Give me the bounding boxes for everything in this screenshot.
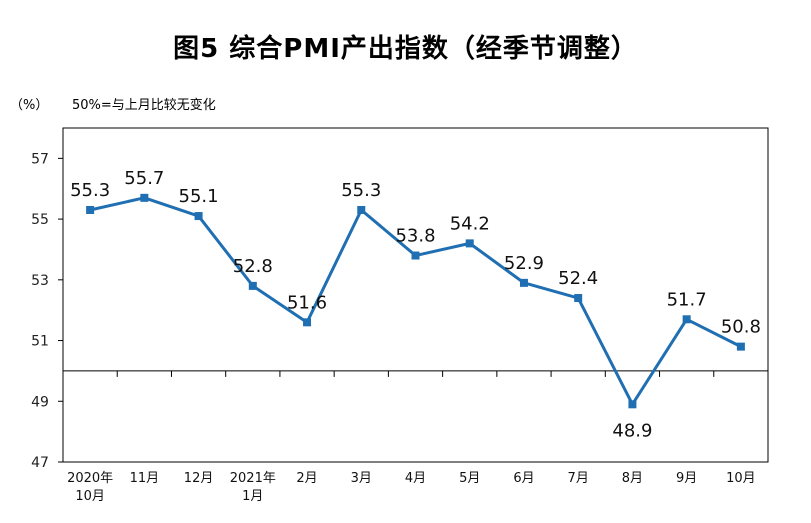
data-point — [465, 239, 474, 248]
y-tick-label: 55 — [31, 212, 49, 228]
data-label: 50.8 — [721, 317, 761, 338]
data-label: 52.8 — [233, 256, 273, 277]
x-tick-label: 11月 — [130, 471, 160, 486]
data-label: 55.7 — [124, 168, 164, 189]
y-tick-label: 47 — [31, 455, 49, 471]
plot-area-border — [62, 127, 769, 463]
data-point — [357, 205, 366, 214]
y-tick-label: 51 — [31, 334, 49, 350]
x-tick-label: 10月 — [726, 471, 756, 486]
data-point — [140, 193, 149, 202]
data-label: 53.8 — [395, 226, 435, 247]
data-label: 48.9 — [612, 420, 652, 441]
data-point — [519, 278, 528, 287]
data-label: 55.3 — [341, 180, 381, 201]
data-label: 55.1 — [179, 186, 219, 207]
x-tick-label: 10月 — [75, 489, 105, 504]
x-tick-label: 1月 — [242, 489, 263, 504]
data-point — [86, 205, 95, 214]
data-label: 52.4 — [558, 268, 598, 289]
data-label: 52.9 — [504, 253, 544, 274]
x-tick-label: 8月 — [622, 471, 643, 486]
x-tick-label: 3月 — [351, 471, 372, 486]
y-tick-label: 53 — [31, 273, 49, 289]
data-label: 54.2 — [450, 213, 490, 234]
data-point — [682, 315, 691, 324]
x-tick-label: 4月 — [405, 471, 426, 486]
data-point — [248, 281, 257, 290]
y-tick-label: 49 — [31, 394, 49, 410]
x-tick-label: 6月 — [513, 471, 534, 486]
x-tick-label: 2021年 — [230, 471, 276, 486]
x-tick-label: 5月 — [459, 471, 480, 486]
data-point — [194, 212, 203, 221]
chart-note: 50%=与上月比较无变化 — [72, 98, 216, 113]
data-label: 55.3 — [70, 180, 110, 201]
chart-title: 图5 综合PMI产出指数（经季节调整） — [173, 34, 638, 64]
data-point — [574, 294, 583, 303]
data-point — [303, 318, 312, 327]
x-tick-label: 2020年 — [67, 471, 113, 486]
x-tick-label: 7月 — [568, 471, 589, 486]
data-point — [411, 251, 420, 260]
x-tick-label: 12月 — [184, 471, 214, 486]
data-point — [628, 400, 637, 409]
data-label: 51.7 — [667, 289, 707, 310]
x-tick-label: 9月 — [676, 471, 697, 486]
data-label: 51.6 — [287, 292, 327, 313]
y-axis-unit: （%） — [10, 98, 49, 113]
data-point — [736, 342, 745, 351]
x-tick-label: 2月 — [296, 471, 317, 486]
y-tick-label: 57 — [31, 151, 49, 167]
